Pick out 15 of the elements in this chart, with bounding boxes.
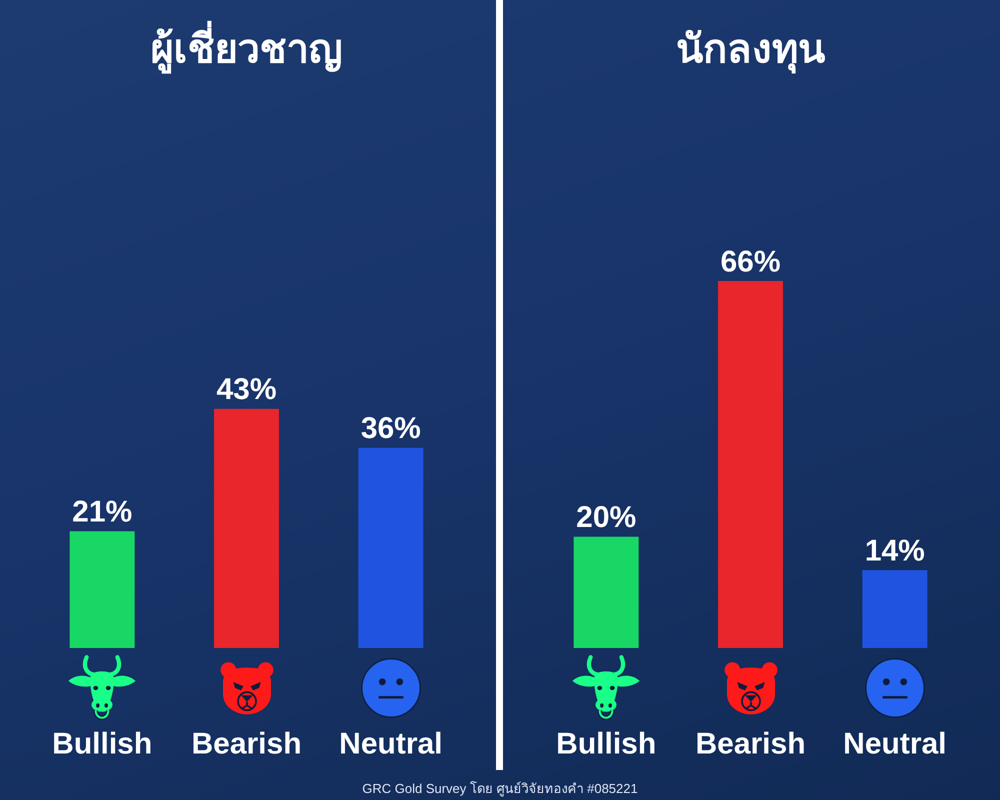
x-tick-label: Neutral	[843, 727, 947, 760]
text: GRC Gold Survey โดย ศูนย์วิจัยทองคำ #085221	[362, 780, 638, 798]
data-label: 20%	[576, 501, 636, 534]
data-label: 14%	[864, 534, 925, 568]
x-tick-label: Bullish	[52, 727, 152, 760]
x-tick-label: Bullish	[556, 727, 656, 760]
chart-title: ผู้เชี่ยวชาญ	[150, 20, 342, 74]
data-label: 36%	[360, 412, 421, 446]
x-tick-label: Bearish	[695, 727, 806, 760]
data-label: 66%	[720, 245, 781, 278]
x-tick-label: Bearish	[191, 727, 302, 760]
data-label: 43%	[216, 373, 277, 406]
data-label: 21%	[72, 495, 132, 528]
x-tick-label: Neutral	[339, 727, 443, 760]
chart-title: นักลงทุน	[676, 26, 825, 74]
